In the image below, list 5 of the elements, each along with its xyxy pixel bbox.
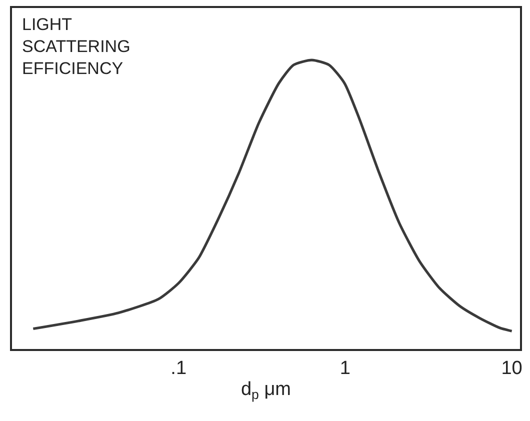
x-tick-label: 1 [340, 358, 350, 379]
annotation: LIGHT SCATTERING EFFICIENCY [22, 15, 130, 78]
x-axis-title: d$_{p}$ μm [240, 379, 292, 402]
x-tick-label: 10 [501, 358, 522, 379]
x-tick-label: .1 [170, 358, 187, 379]
